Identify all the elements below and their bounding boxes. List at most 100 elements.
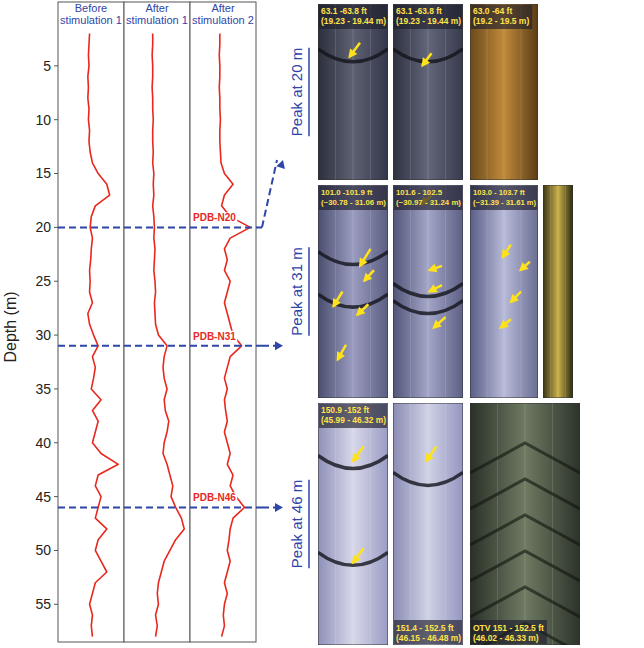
photo-caption: (~30.97 - 31.24 m) xyxy=(396,198,461,207)
peak-depth-line xyxy=(58,345,262,347)
photo-texture xyxy=(558,185,559,398)
panel-frame xyxy=(58,2,124,642)
photo-arrow-head xyxy=(519,262,529,271)
y-tick-label: 10 xyxy=(35,112,51,128)
panel-title: stimulation 2 xyxy=(192,14,254,26)
photo-fracture xyxy=(393,284,463,297)
core-photo xyxy=(393,185,463,398)
figure: Beforestimulation 1Afterstimulation 1Aft… xyxy=(0,0,644,648)
caption-patch xyxy=(319,404,387,428)
y-tick xyxy=(54,496,58,497)
core-photo xyxy=(470,4,538,180)
photo-arrow-head xyxy=(337,351,345,361)
core-photo xyxy=(393,403,463,645)
peak-depth-line xyxy=(58,226,262,228)
photo-texture xyxy=(565,185,566,398)
panel-title: After xyxy=(211,2,235,14)
photo-texture xyxy=(497,403,498,645)
photo-fracture xyxy=(393,301,463,314)
photo-texture xyxy=(550,185,551,398)
log-line xyxy=(152,34,184,637)
label-patch xyxy=(192,331,237,342)
peak-arrow-head xyxy=(275,503,283,512)
caption-patch xyxy=(319,5,387,29)
peak-arrow xyxy=(262,506,277,508)
caption-patch xyxy=(394,186,462,210)
photo-caption: 63.0 -64 ft xyxy=(473,6,512,16)
photo-arrow-head xyxy=(509,294,518,304)
photo-caption: (46.02 - 46.33 m) xyxy=(473,633,539,643)
photo-arrow-head xyxy=(332,298,341,308)
photo-caption: OTV 151 - 152.5 ft xyxy=(473,623,544,633)
peak-row-label: Peak at 31 m xyxy=(288,247,305,335)
core-photo xyxy=(470,403,580,645)
photo-arrow-head xyxy=(421,57,430,67)
photo-caption: (19.23 - 19.44 m) xyxy=(396,16,461,26)
label-patch xyxy=(192,212,237,223)
y-tick xyxy=(54,227,58,228)
photo-texture xyxy=(370,185,371,398)
photo-fracture xyxy=(318,552,388,565)
photo-texture xyxy=(353,185,354,398)
caption-patch xyxy=(394,5,462,29)
panel-title: Before xyxy=(75,2,107,14)
y-axis-title: Depth (m) xyxy=(2,291,19,362)
photo-texture xyxy=(487,185,488,398)
peak-arrow-head xyxy=(276,160,285,169)
photo-texture xyxy=(470,479,580,509)
y-tick xyxy=(54,604,58,605)
photo-caption: (19.2 - 19.5 m) xyxy=(473,16,529,26)
photo-background xyxy=(393,185,463,398)
photo-texture xyxy=(470,551,580,581)
photo-arrow-head xyxy=(432,320,442,329)
photo-texture xyxy=(410,4,411,180)
peak-row-label: Peak at 20 m xyxy=(288,48,305,136)
y-tick-label: 45 xyxy=(35,489,51,505)
y-tick-label: 35 xyxy=(35,381,51,397)
photo-caption: 150.9 -152 ft xyxy=(321,405,369,415)
label-patch xyxy=(192,492,237,503)
photo-texture xyxy=(370,4,371,180)
y-tick-label: 20 xyxy=(35,219,51,235)
photo-caption: (~31.39 - 31.61 m) xyxy=(473,198,536,207)
y-tick xyxy=(54,281,58,282)
core-photo xyxy=(470,185,538,398)
core-photo xyxy=(318,185,388,398)
photo-texture xyxy=(470,587,580,617)
peak-arrow-head xyxy=(275,341,283,350)
photo-background xyxy=(318,403,388,645)
photo-texture xyxy=(470,623,580,645)
photo-arrow-head xyxy=(499,320,509,329)
photo-texture xyxy=(470,443,580,473)
log-line xyxy=(88,34,118,637)
y-tick xyxy=(54,173,58,174)
photo-texture xyxy=(504,4,505,180)
peak-row-bar xyxy=(308,480,310,568)
photo-arrow-head xyxy=(356,307,366,316)
peak-arrow xyxy=(262,160,277,227)
photo-arrow-head xyxy=(352,453,361,463)
photo-texture xyxy=(445,403,446,645)
peak-depth-line xyxy=(58,506,262,508)
peak-row-bar xyxy=(308,48,310,136)
photo-caption: 103.0 - 103.7 ft xyxy=(473,188,525,197)
y-tick-label: 30 xyxy=(35,327,51,343)
photo-background xyxy=(393,403,463,645)
caption-patch xyxy=(471,186,537,210)
photo-background xyxy=(318,185,388,398)
photo-caption: 63.1 -63.8 ft xyxy=(321,6,367,16)
y-tick-label: 40 xyxy=(35,435,51,451)
photo-caption: (45.99 - 46.32 m) xyxy=(321,415,386,425)
photo-background xyxy=(470,403,580,645)
y-tick xyxy=(54,550,58,551)
core-photo xyxy=(318,4,388,180)
photo-texture xyxy=(445,4,446,180)
peak-label: PDB-N46 xyxy=(193,492,236,503)
photo-arrow-head xyxy=(352,554,361,564)
photo-texture xyxy=(552,403,553,645)
photo-fracture xyxy=(393,472,463,485)
core-photo xyxy=(393,4,463,180)
photo-fracture xyxy=(318,252,388,265)
series-group xyxy=(88,34,118,637)
caption-patch xyxy=(471,620,547,644)
